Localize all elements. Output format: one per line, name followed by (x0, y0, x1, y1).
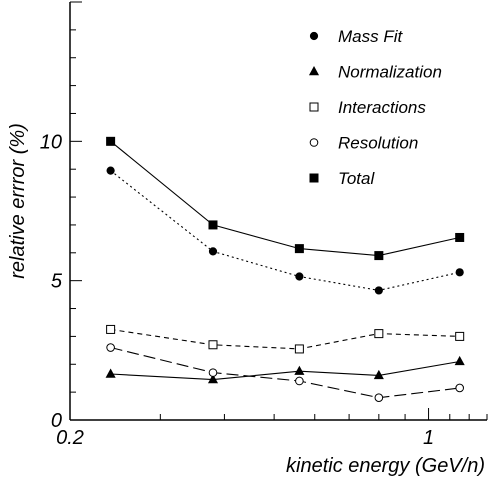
series-line-mass-fit (110, 170, 460, 291)
data-point-total (208, 220, 218, 230)
legend-marker-resolution (309, 138, 319, 147)
legend-marker-mass-fit (309, 31, 319, 41)
x-tick-label: 0.2 (56, 427, 84, 449)
data-point-interactions (455, 331, 465, 341)
data-point-normalization (454, 355, 465, 366)
y-axis-title: relative errror (%) (7, 123, 29, 279)
legend-label-interactions: Interactions (338, 98, 426, 117)
x-tick-label: 1 (423, 427, 434, 449)
data-point-mass-fit (106, 166, 115, 175)
data-point-resolution (106, 343, 115, 352)
data-point-normalization (294, 365, 305, 375)
data-point-total (455, 232, 465, 242)
data-point-normalization (105, 368, 116, 378)
legend-marker-interactions (309, 102, 319, 112)
data-point-interactions (294, 344, 304, 354)
legend: Mass Fit Normalization Interactions Resolut… (308, 27, 442, 188)
axes: 0 5 10 0.2 1 (40, 1, 488, 449)
data-point-interactions (374, 329, 384, 339)
data-point-normalization (373, 369, 384, 380)
data-point-total (106, 136, 116, 146)
data-point-resolution (374, 393, 384, 403)
series-line-total (110, 140, 460, 257)
data-point-resolution (208, 368, 218, 377)
legend-label-resolution: Resolution (338, 134, 418, 153)
plot-area (105, 136, 465, 403)
y-tick-label: 5 (51, 271, 63, 293)
y-tick-label: 0 (51, 410, 62, 432)
data-point-interactions (106, 324, 116, 334)
data-point-mass-fit (455, 268, 464, 277)
data-point-interactions (208, 340, 218, 350)
legend-label-normalization: Normalization (338, 63, 442, 82)
legend-marker-normalization (308, 65, 320, 76)
legend-marker-total (309, 173, 319, 183)
series-line-normalization (110, 360, 460, 381)
data-point-normalization (207, 374, 219, 384)
legend-label-total: Total (338, 169, 375, 188)
data-point-mass-fit (374, 286, 383, 295)
x-axis-title: kinetic energy (GeV/n) (286, 455, 485, 477)
series-line-interactions (110, 328, 460, 350)
data-point-resolution (455, 383, 464, 393)
data-point-mass-fit (295, 272, 304, 281)
legend-label-mass-fit: Mass Fit (338, 27, 404, 46)
data-point-total (374, 251, 384, 261)
data-point-total (294, 244, 304, 254)
y-tick-label: 10 (40, 131, 62, 153)
data-point-mass-fit (208, 247, 218, 256)
data-point-resolution (295, 376, 304, 386)
